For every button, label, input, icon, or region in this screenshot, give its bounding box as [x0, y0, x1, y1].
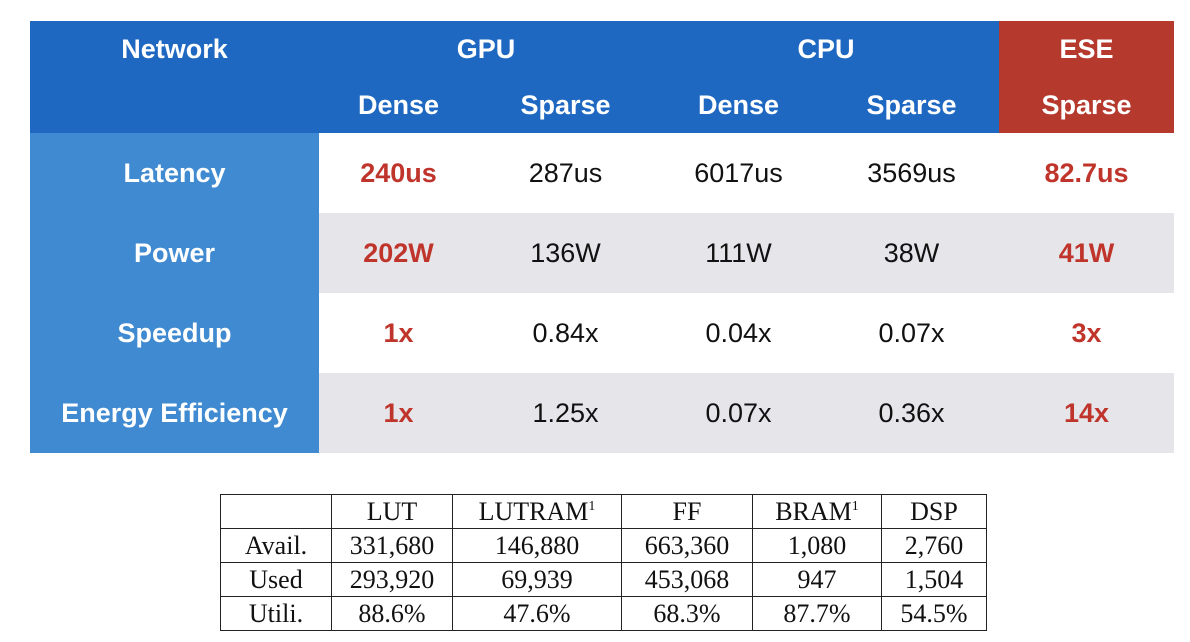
header-network: Network: [121, 33, 228, 64]
header-row-variants: Dense Sparse Dense Sparse Sparse: [30, 77, 1174, 133]
cell-cpu-sparse: 38W: [824, 213, 999, 293]
cell-ese-sparse: 3x: [1071, 317, 1102, 348]
resource-table: LUT LUTRAM1 FF BRAM1 DSP Avail. 331,680 …: [220, 494, 987, 631]
cell-cpu-sparse: 0.36x: [824, 373, 999, 453]
resource-cell: 2,760: [881, 528, 987, 563]
cell-cpu-dense: 111W: [653, 213, 824, 293]
cell-gpu-sparse: 287us: [528, 157, 603, 188]
resource-row-avail: Avail. 331,680 146,880 663,360 1,080 2,7…: [220, 528, 987, 563]
resource-header-lutram: LUTRAM1: [452, 494, 622, 529]
resource-row-label: Used: [220, 562, 332, 597]
resource-header-label: LUTRAM: [478, 497, 589, 526]
cell-cpu-dense: 6017us: [694, 157, 783, 188]
resource-cell: 47.6%: [452, 596, 622, 631]
resource-cell: 1,080: [752, 528, 882, 563]
header-cpu: CPU: [797, 33, 855, 64]
resource-cell: 69,939: [452, 562, 622, 597]
resource-row-label: Utili.: [220, 596, 332, 631]
cell-gpu-dense: 1x: [383, 317, 414, 348]
resource-row-label: Avail.: [220, 528, 332, 563]
row-label: Power: [30, 213, 319, 293]
footnote-mark: 1: [851, 499, 859, 514]
cell-ese-sparse: 41W: [999, 213, 1174, 293]
cell-cpu-sparse: 0.07x: [878, 317, 945, 348]
row-label: Speedup: [30, 293, 319, 373]
cell-gpu-dense: 240us: [360, 157, 437, 188]
resource-header-ff: FF: [621, 494, 753, 529]
header-ese-sparse: Sparse: [1041, 89, 1132, 120]
row-speedup: Speedup 1x 0.84x 0.04x 0.07x 3x: [30, 293, 1174, 373]
cell-gpu-dense: 1x: [319, 373, 478, 453]
resource-cell: 146,880: [452, 528, 622, 563]
cell-gpu-sparse: 1.25x: [478, 373, 653, 453]
row-label: Latency: [30, 133, 319, 213]
resource-header-lut: LUT: [331, 494, 453, 529]
resource-cell: 331,680: [331, 528, 453, 563]
resource-cell: 54.5%: [881, 596, 987, 631]
cell-cpu-dense: 0.04x: [705, 317, 772, 348]
resource-cell: 663,360: [621, 528, 753, 563]
resource-cell: 88.6%: [331, 596, 453, 631]
resource-cell: 293,920: [331, 562, 453, 597]
row-label: Energy Efficiency: [30, 373, 319, 453]
cell-ese-sparse: 14x: [999, 373, 1174, 453]
header-blank: [30, 77, 319, 133]
header-band: [30, 21, 999, 133]
resource-header-row: LUT LUTRAM1 FF BRAM1 DSP: [220, 494, 987, 529]
header-gpu: GPU: [456, 33, 516, 64]
cell-gpu-sparse: 0.84x: [532, 317, 599, 348]
resource-row-used: Used 293,920 69,939 453,068 947 1,504: [220, 562, 987, 597]
cell-cpu-dense: 0.07x: [653, 373, 824, 453]
footnote-mark: 1: [588, 499, 596, 514]
resource-header-label: BRAM: [775, 497, 852, 526]
cell-cpu-sparse: 3569us: [867, 157, 956, 188]
cell-ese-sparse: 82.7us: [1044, 157, 1129, 188]
header-row-platforms: Network GPU CPU ESE: [30, 21, 1174, 77]
comparison-body: Latency 240us 287us 6017us 3569us 82.7us…: [30, 133, 1174, 453]
resource-cell: 1,504: [881, 562, 987, 597]
cell-gpu-sparse: 136W: [478, 213, 653, 293]
resource-header-blank: [220, 494, 332, 529]
header-gpu-dense: Dense: [357, 89, 440, 120]
resource-header-dsp: DSP: [881, 494, 987, 529]
comparison-table: Network GPU CPU ESE Dense Sparse Dense S…: [30, 21, 1174, 453]
row-latency: Latency 240us 287us 6017us 3569us 82.7us: [30, 133, 1174, 213]
row-energy-efficiency: Energy Efficiency 1x 1.25x 0.07x 0.36x 1…: [30, 373, 1174, 453]
ese-header-band: [999, 21, 1174, 133]
header-gpu-sparse: Sparse: [520, 89, 611, 120]
resource-cell: 68.3%: [621, 596, 753, 631]
header-cpu-sparse: Sparse: [866, 89, 957, 120]
header-ese: ESE: [1059, 33, 1114, 64]
resource-header-bram: BRAM1: [752, 494, 882, 529]
row-power: Power 202W 136W 111W 38W 41W: [30, 213, 1174, 293]
cell-gpu-dense: 202W: [319, 213, 478, 293]
resource-row-utili: Utili. 88.6% 47.6% 68.3% 87.7% 54.5%: [220, 596, 987, 631]
resource-cell: 947: [752, 562, 882, 597]
resource-cell: 453,068: [621, 562, 753, 597]
resource-cell: 87.7%: [752, 596, 882, 631]
header-cpu-dense: Dense: [697, 89, 780, 120]
